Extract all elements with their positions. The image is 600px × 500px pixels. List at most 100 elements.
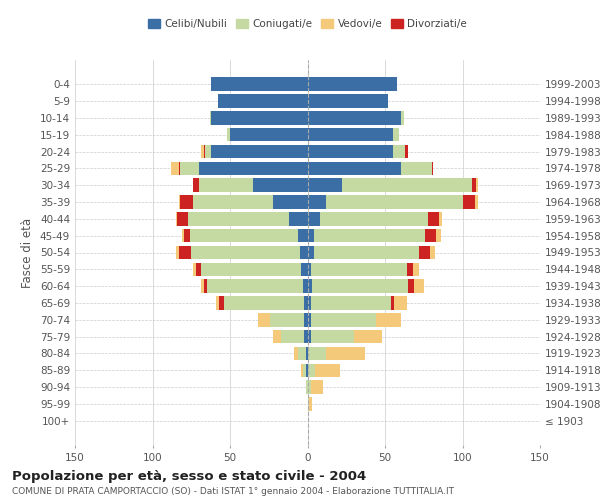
Bar	[439, 212, 442, 226]
Bar	[306, 346, 308, 360]
Bar	[274, 196, 308, 209]
Bar	[270, 313, 304, 326]
Bar	[320, 212, 428, 226]
Bar	[184, 229, 190, 242]
Bar	[436, 229, 441, 242]
Bar	[311, 380, 323, 394]
Bar	[205, 145, 211, 158]
Bar	[193, 178, 199, 192]
Bar	[309, 397, 312, 410]
Bar	[312, 280, 408, 293]
Bar	[308, 78, 397, 91]
Bar	[210, 111, 211, 124]
Bar	[407, 262, 413, 276]
Bar	[193, 262, 196, 276]
Bar	[308, 145, 393, 158]
Text: COMUNE DI PRATA CAMPORTACCIO (SO) - Dati ISTAT 1° gennaio 2004 - Elaborazione TU: COMUNE DI PRATA CAMPORTACCIO (SO) - Dati…	[12, 488, 454, 496]
Bar	[308, 296, 311, 310]
Text: Popolazione per età, sesso e stato civile - 2004: Popolazione per età, sesso e stato civil…	[12, 470, 366, 483]
Bar	[179, 196, 181, 209]
Bar	[203, 280, 207, 293]
Bar	[301, 364, 303, 377]
Bar	[298, 229, 308, 242]
Bar	[408, 280, 415, 293]
Bar	[274, 330, 281, 344]
Bar	[341, 178, 472, 192]
Bar	[200, 280, 203, 293]
Bar	[227, 128, 230, 141]
Bar	[393, 145, 405, 158]
Bar	[304, 313, 308, 326]
Bar	[311, 262, 407, 276]
Bar	[314, 246, 419, 259]
Bar	[298, 346, 306, 360]
Bar	[303, 280, 308, 293]
Bar	[326, 196, 463, 209]
Bar	[218, 94, 308, 108]
Bar	[179, 246, 191, 259]
Bar	[308, 330, 311, 344]
Bar	[354, 330, 382, 344]
Bar	[182, 229, 184, 242]
Bar	[425, 229, 436, 242]
Bar	[308, 397, 309, 410]
Bar	[289, 212, 308, 226]
Bar	[472, 178, 476, 192]
Bar	[200, 262, 301, 276]
Bar	[314, 229, 425, 242]
Bar	[315, 364, 340, 377]
Bar	[308, 364, 315, 377]
Bar	[171, 162, 179, 175]
Bar	[306, 364, 308, 377]
Bar	[311, 313, 376, 326]
Bar	[391, 296, 394, 310]
Bar	[188, 212, 289, 226]
Bar	[219, 296, 224, 310]
Bar	[211, 145, 308, 158]
Bar	[415, 280, 424, 293]
Bar	[196, 262, 200, 276]
Bar	[311, 330, 354, 344]
Bar	[216, 296, 219, 310]
Bar	[308, 196, 326, 209]
Bar	[401, 162, 431, 175]
Bar	[253, 178, 308, 192]
Bar	[475, 196, 478, 209]
Legend: Celibi/Nubili, Coniugati/e, Vedovi/e, Divorziati/e: Celibi/Nubili, Coniugati/e, Vedovi/e, Di…	[144, 15, 471, 34]
Bar	[191, 246, 300, 259]
Bar	[308, 212, 320, 226]
Bar	[308, 162, 401, 175]
Bar	[431, 162, 433, 175]
Bar	[230, 128, 308, 141]
Bar	[304, 296, 308, 310]
Bar	[211, 111, 308, 124]
Bar	[463, 196, 475, 209]
Bar	[224, 296, 304, 310]
Bar	[308, 178, 341, 192]
Bar	[376, 313, 401, 326]
Bar	[190, 229, 298, 242]
Bar	[211, 78, 308, 91]
Bar	[199, 178, 253, 192]
Bar	[181, 162, 199, 175]
Bar	[199, 162, 308, 175]
Bar	[428, 212, 439, 226]
Bar	[419, 246, 430, 259]
Bar	[476, 178, 478, 192]
Bar	[308, 313, 311, 326]
Bar	[306, 380, 308, 394]
Bar	[430, 246, 434, 259]
Bar	[181, 196, 193, 209]
Bar	[293, 346, 298, 360]
Bar	[308, 128, 393, 141]
Bar	[176, 246, 179, 259]
Bar	[401, 111, 404, 124]
Bar	[393, 128, 399, 141]
Bar	[308, 111, 401, 124]
Bar	[308, 346, 326, 360]
Bar	[394, 296, 407, 310]
Bar	[413, 262, 419, 276]
Bar	[308, 94, 388, 108]
Bar	[281, 330, 304, 344]
Bar	[207, 280, 303, 293]
